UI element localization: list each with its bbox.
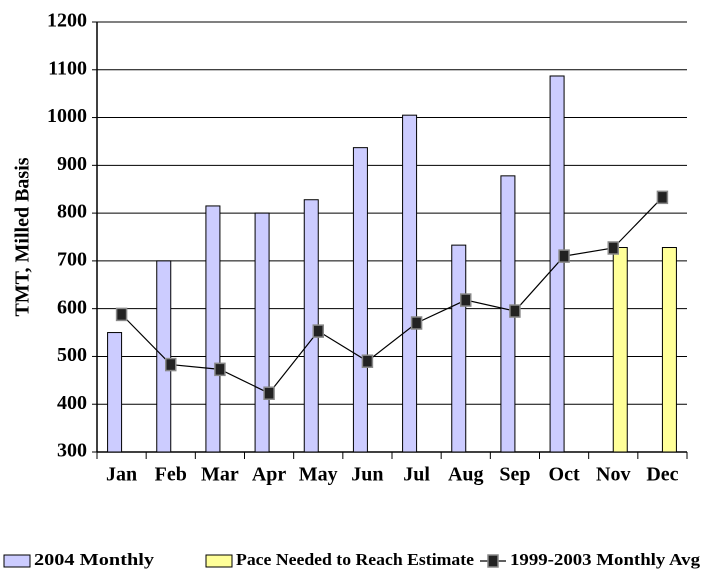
y-tick-label: 300 <box>57 440 87 462</box>
line-marker <box>558 249 570 263</box>
y-tick-label: 900 <box>57 153 87 175</box>
x-tick-label: Jun <box>351 464 383 486</box>
bar <box>205 205 221 453</box>
line-marker <box>509 304 521 318</box>
x-tick-label: Aug <box>448 464 484 486</box>
line-marker <box>115 307 128 322</box>
y-tick-label: 1200 <box>47 10 87 32</box>
y-axis-label: TMT, Milled Basis <box>12 157 34 316</box>
x-tick-label: May <box>299 464 338 486</box>
legend-swatch <box>3 554 31 568</box>
y-tick-label: 500 <box>57 344 87 366</box>
bar <box>254 212 270 453</box>
legend-swatch <box>487 554 499 568</box>
line-marker <box>656 190 669 205</box>
y-tick-label: 600 <box>57 296 87 318</box>
x-tick-label: Sep <box>499 464 530 486</box>
bar <box>352 147 368 453</box>
x-tick-label: Jan <box>106 464 137 486</box>
legend-label: Pace Needed to Reach Estimate <box>236 550 474 569</box>
bar <box>451 244 467 453</box>
bar <box>107 332 123 453</box>
x-tick-label: Nov <box>596 464 630 486</box>
line-marker <box>214 362 226 377</box>
legend-label: 2004 Monthly <box>34 550 155 569</box>
line-marker <box>165 357 177 372</box>
x-tick-label: Mar <box>201 464 239 486</box>
line-marker <box>312 324 324 338</box>
legend-swatch <box>205 554 233 568</box>
bar <box>402 114 418 453</box>
line-marker <box>361 354 374 368</box>
bar <box>661 247 677 453</box>
bar <box>156 260 172 453</box>
line-marker <box>607 241 619 255</box>
line-marker <box>263 386 275 400</box>
y-tick-label: 800 <box>57 201 87 223</box>
x-tick-label: Feb <box>155 464 187 486</box>
x-tick-label: Dec <box>646 464 678 486</box>
line-marker <box>460 293 472 307</box>
y-tick-label: 400 <box>57 392 87 414</box>
x-tick-label: Jul <box>403 464 430 486</box>
x-tick-label: Oct <box>549 464 580 486</box>
line <box>121 196 663 394</box>
line-marker <box>410 316 423 330</box>
bar <box>612 247 628 453</box>
x-tick-label: Apr <box>252 464 287 486</box>
legend-label: 1999-2003 Monthly Avg <box>510 550 701 569</box>
y-tick-label: 1100 <box>48 57 87 79</box>
y-tick-label: 1000 <box>47 105 87 127</box>
y-tick-label: 700 <box>57 248 87 270</box>
